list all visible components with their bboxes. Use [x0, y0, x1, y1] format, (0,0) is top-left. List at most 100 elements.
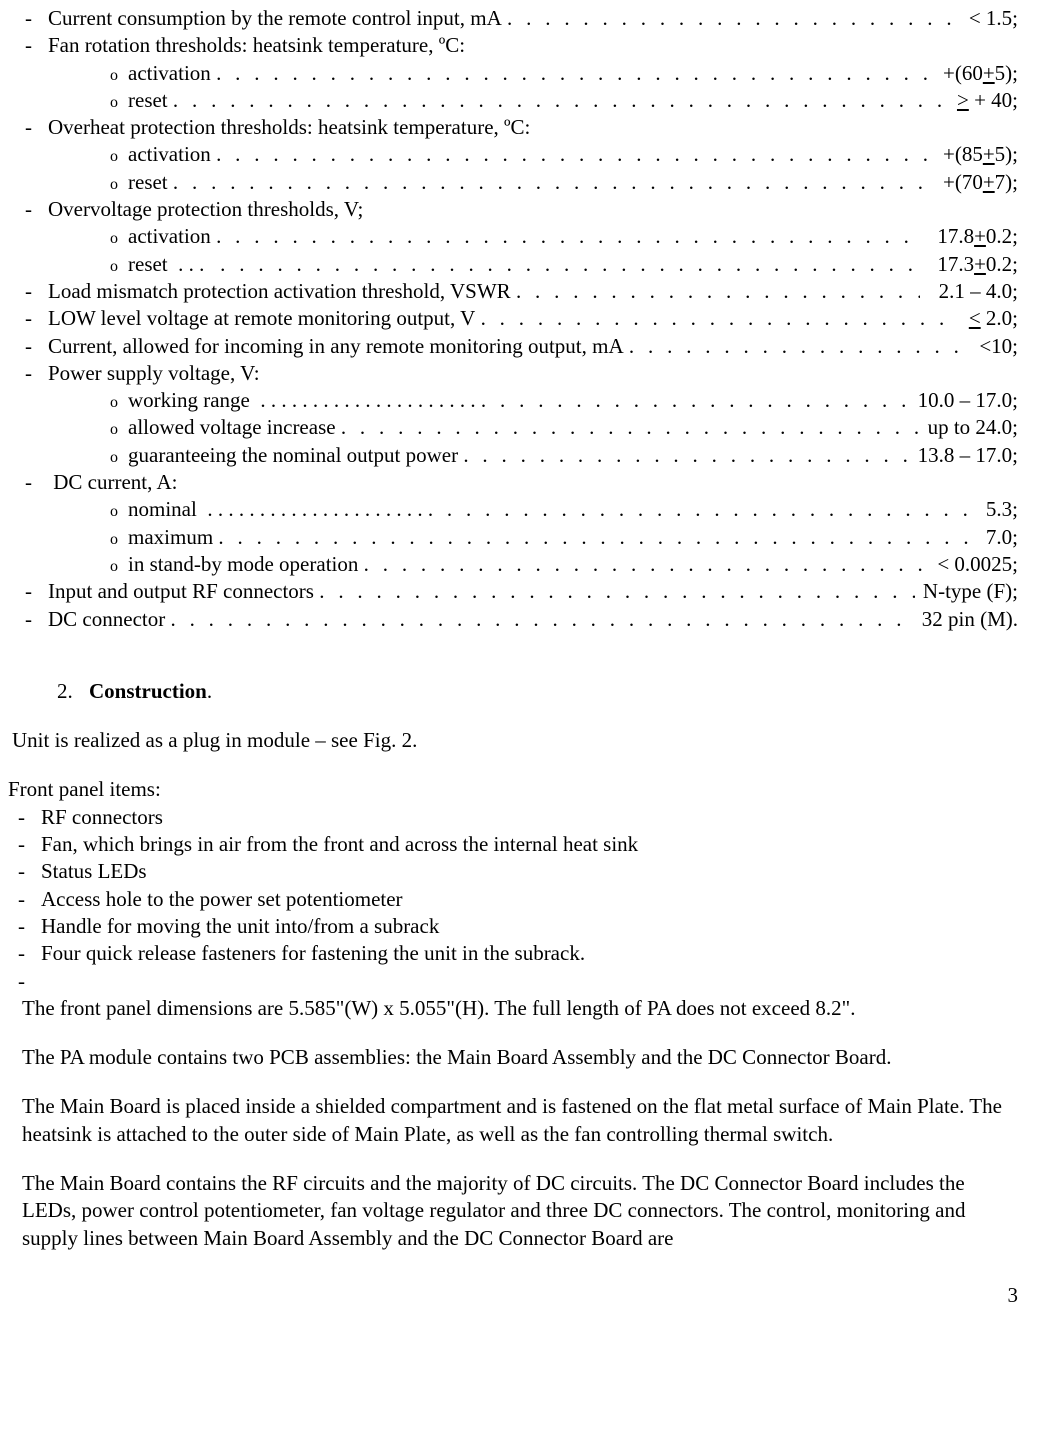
page-number: 3 [22, 1282, 1018, 1309]
spec-value: 32 pin (M). [919, 606, 1018, 633]
spec-sublabel: activation [128, 223, 211, 250]
spec-label: Current, allowed for incoming in any rem… [48, 333, 624, 360]
leader-dots: . . . . . . . . . . . . . . . . . . . . … [173, 87, 949, 114]
spec-label: Power supply voltage, V: [48, 360, 260, 387]
spec-row: - DC current, A: [22, 469, 1018, 496]
spec-sublabel: guaranteeing the nominal output power [128, 442, 458, 469]
spec-label: DC current, A: [48, 469, 177, 496]
spec-label: LOW level voltage at remote monitoring o… [48, 305, 475, 332]
spec-sublabel: maximum [128, 524, 213, 551]
sub-bullet: o [110, 147, 128, 168]
spec-subrow: oin stand-by mode operation . . . . . . … [22, 551, 1018, 578]
spec-value: +(85+5); [940, 141, 1018, 168]
paragraph-mainboard: The Main Board is placed inside a shield… [22, 1093, 1018, 1148]
spec-row: -Load mismatch protection activation thr… [22, 278, 1018, 305]
list-item-label: Status LEDs [41, 858, 147, 885]
leader-dots: . . . . . . . . . . . . . . . . . . . . … [481, 387, 910, 414]
spec-list: -Current consumption by the remote contr… [22, 5, 1018, 633]
front-panel-title: Front panel items: [8, 776, 1018, 803]
leader-dots: . . . . . . . . . . . . . . . . . . . . … [341, 414, 920, 441]
section-title: Construction [89, 678, 207, 705]
spec-row: -Current consumption by the remote contr… [22, 5, 1018, 32]
spec-subrow: oreset . . . . . . . . . . . . . . . . .… [22, 87, 1018, 114]
section-heading: 2. Construction . [57, 678, 1018, 705]
spec-value: up to 24.0; [925, 414, 1018, 441]
spec-value: < 2.0; [961, 305, 1018, 332]
spec-subrow: oguaranteeing the nominal output power .… [22, 442, 1018, 469]
leader-dots: . . . . . . . . . . . . . . . . . . . . … [218, 524, 972, 551]
sub-bullet: o [110, 175, 128, 196]
spec-label: Load mismatch protection activation thre… [48, 278, 511, 305]
spec-row: -LOW level voltage at remote monitoring … [22, 305, 1018, 332]
spec-label: Overvoltage protection thresholds, V; [48, 196, 363, 223]
spec-value: 2.1 – 4.0; [925, 278, 1018, 305]
sub-bullet: o [110, 229, 128, 250]
paragraph-circuits: The Main Board contains the RF circuits … [22, 1170, 1018, 1252]
list-item-label: Four quick release fasteners for fasteni… [41, 940, 585, 967]
spec-subrow: oworking range . . . . . . . . . . . . .… [22, 387, 1018, 414]
list-item: - [22, 968, 1018, 995]
spec-subrow: oactivation . . . . . . . . . . . . . . … [22, 141, 1018, 168]
spec-value: 13.8 – 17.0; [915, 442, 1018, 469]
spec-value: +(60+5); [940, 60, 1018, 87]
spec-row: -Fan rotation thresholds: heatsink tempe… [22, 32, 1018, 59]
spec-subrow: omaximum . . . . . . . . . . . . . . . .… [22, 524, 1018, 551]
spec-sublabel: nominal . . . . . . . . . . . . . . . . … [128, 496, 423, 523]
spec-subrow: oallowed voltage increase . . . . . . . … [22, 414, 1018, 441]
sub-bullet: o [110, 557, 128, 578]
list-item-label: RF connectors [41, 804, 163, 831]
spec-sublabel: in stand-by mode operation [128, 551, 358, 578]
spec-sublabel: reset [128, 169, 168, 196]
spec-value: 7.0; [978, 524, 1018, 551]
sub-bullet: o [110, 530, 128, 551]
spec-subrow: oreset . . . . . . . . . . . . . . . . .… [22, 169, 1018, 196]
spec-subrow: oactivation . . . . . . . . . . . . . . … [22, 60, 1018, 87]
spec-value: < 1.5; [966, 5, 1018, 32]
leader-dots: . . . . . . . . . . . . . . . . . . . . … [220, 251, 918, 278]
spec-value: > + 40; [954, 87, 1018, 114]
spec-label: Overheat protection thresholds: heatsink… [48, 114, 530, 141]
spec-row: -Overvoltage protection thresholds, V; [22, 196, 1018, 223]
unit-paragraph: Unit is realized as a plug in module – s… [12, 727, 1018, 754]
spec-sublabel: reset . . . [128, 251, 215, 278]
spec-sublabel: reset [128, 87, 168, 114]
leader-dots: . . . . . . . . . . . . . . . . . . . . … [463, 442, 909, 469]
spec-value: < 0.0025; [929, 551, 1018, 578]
spec-sublabel: working range . . . . . . . . . . . . . … [128, 387, 476, 414]
spec-label: Fan rotation thresholds: heatsink temper… [48, 32, 465, 59]
list-item: -RF connectors [22, 804, 1018, 831]
spec-row: -Power supply voltage, V: [22, 360, 1018, 387]
document-page: - Current consumption by the remote contr… [0, 0, 1048, 1329]
leader-dots: . . . . . . . . . . . . . . . . . . . . … [319, 578, 914, 605]
spec-sublabel: activation [128, 141, 211, 168]
list-item-label: Handle for moving the unit into/from a s… [41, 913, 439, 940]
spec-label: Current consumption by the remote contro… [48, 5, 502, 32]
sub-bullet: o [110, 93, 128, 114]
list-item: -Access hole to the power set potentiome… [22, 886, 1018, 913]
paragraph-dimensions: The front panel dimensions are 5.585"(W)… [22, 995, 1018, 1022]
spec-value: 10.0 – 17.0; [915, 387, 1018, 414]
spec-row: -Input and output RF connectors . . . . … [22, 578, 1018, 605]
front-panel-list: -RF connectors-Fan, which brings in air … [22, 804, 1018, 995]
list-item-label: Fan, which brings in air from the front … [41, 831, 638, 858]
leader-dots: . . . . . . . . . . . . . . . . . . . . … [216, 60, 935, 87]
sub-bullet: o [110, 257, 128, 278]
list-item: -Fan, which brings in air from the front… [22, 831, 1018, 858]
leader-dots: . . . . . . . . . . . . . . . . . . . . … [216, 141, 935, 168]
spec-subrow: oreset . . . . . . . . . . . . . . . . .… [22, 251, 1018, 278]
section-number: 2. [57, 678, 89, 705]
spec-label: Input and output RF connectors [48, 578, 314, 605]
spec-label: DC connector [48, 606, 165, 633]
list-item: -Four quick release fasteners for fasten… [22, 940, 1018, 967]
sub-bullet: o [110, 502, 128, 523]
spec-value: N-type (F); [920, 578, 1018, 605]
leader-dots: . . . . . . . . . . . . . . . . . . . . … [216, 223, 919, 250]
spec-value: +(70+7); [940, 169, 1018, 196]
leader-dots: . . . . . . . . . . . . . . . . . . . . … [170, 606, 913, 633]
spec-value: 17.8+0.2; [924, 223, 1018, 250]
spec-row: -Current, allowed for incoming in any re… [22, 333, 1018, 360]
sub-bullet: o [110, 66, 128, 87]
spec-subrow: onominal . . . . . . . . . . . . . . . .… [22, 496, 1018, 523]
spec-sublabel: allowed voltage increase [128, 414, 336, 441]
spec-row: -Overheat protection thresholds: heatsin… [22, 114, 1018, 141]
